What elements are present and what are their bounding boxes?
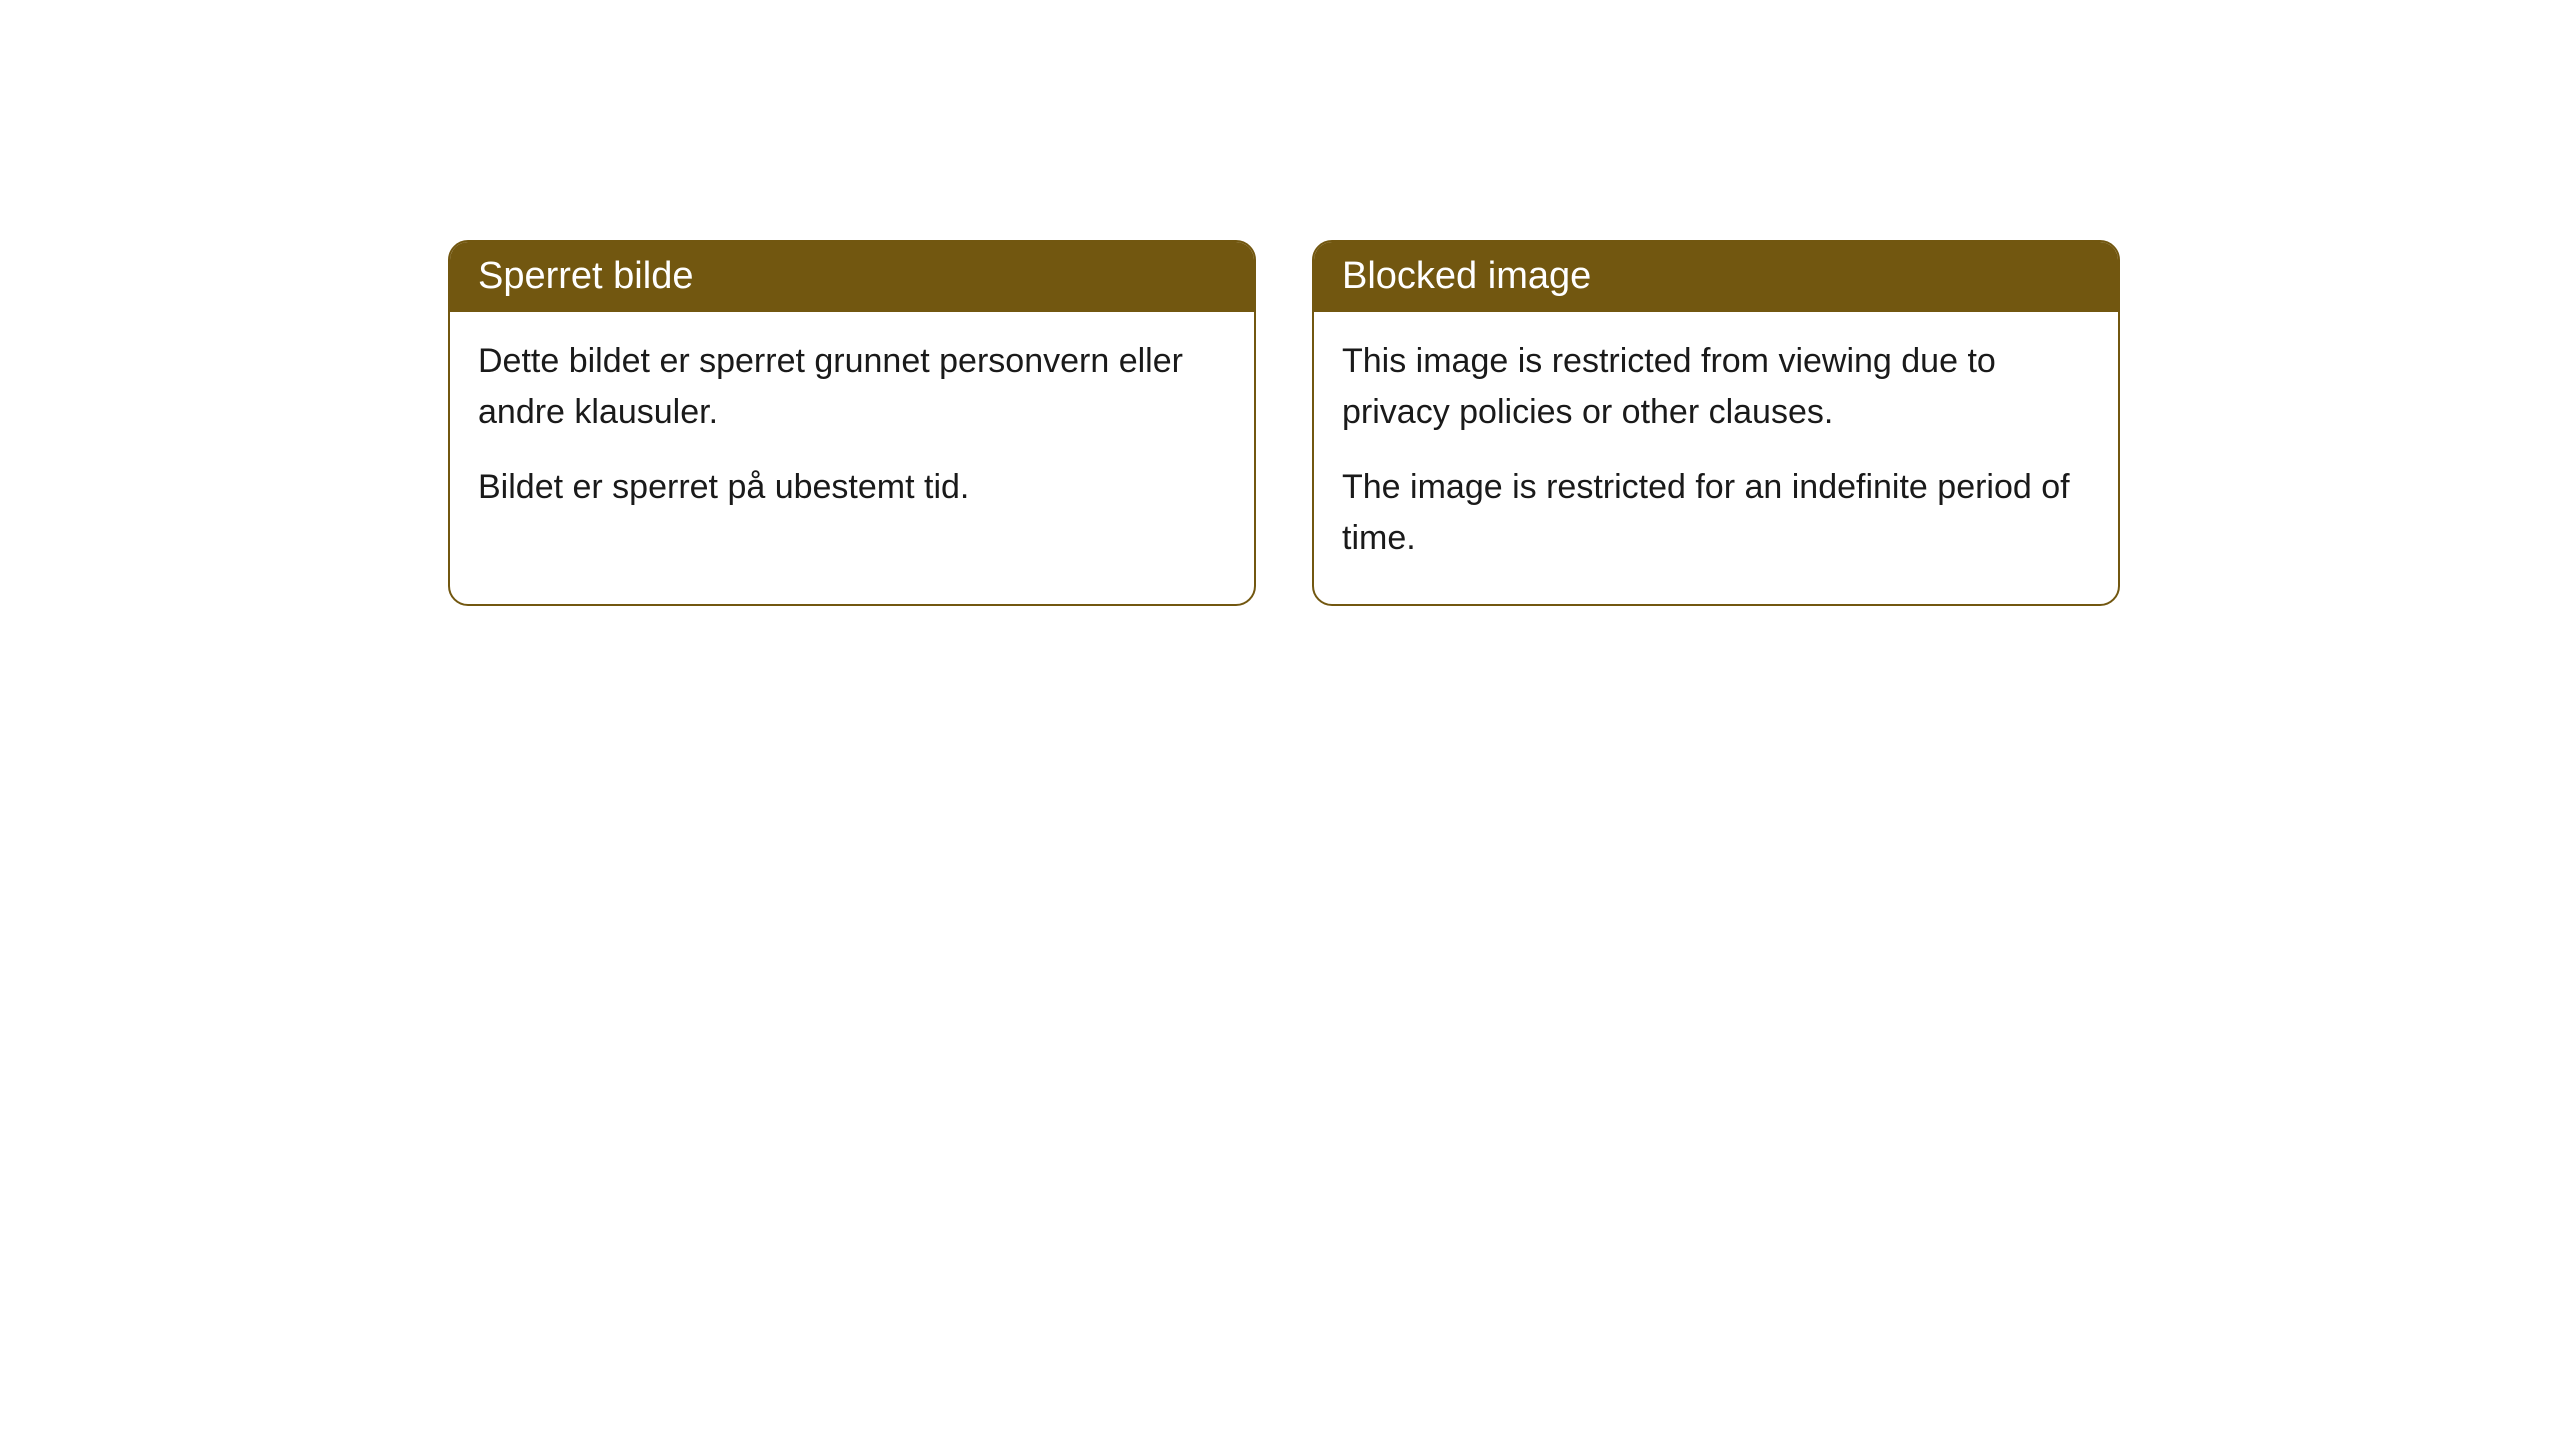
card-body-norwegian: Dette bildet er sperret grunnet personve… [450, 312, 1254, 553]
notice-paragraph-1-english: This image is restricted from viewing du… [1342, 336, 2090, 438]
card-body-english: This image is restricted from viewing du… [1314, 312, 2118, 604]
notice-paragraph-2-norwegian: Bildet er sperret på ubestemt tid. [478, 462, 1226, 513]
card-header-norwegian: Sperret bilde [450, 242, 1254, 312]
blocked-image-notice-norwegian: Sperret bilde Dette bildet er sperret gr… [448, 240, 1256, 606]
notice-paragraph-2-english: The image is restricted for an indefinit… [1342, 462, 2090, 564]
notice-paragraph-1-norwegian: Dette bildet er sperret grunnet personve… [478, 336, 1226, 438]
blocked-image-notice-english: Blocked image This image is restricted f… [1312, 240, 2120, 606]
notice-cards-container: Sperret bilde Dette bildet er sperret gr… [448, 240, 2120, 606]
card-header-english: Blocked image [1314, 242, 2118, 312]
